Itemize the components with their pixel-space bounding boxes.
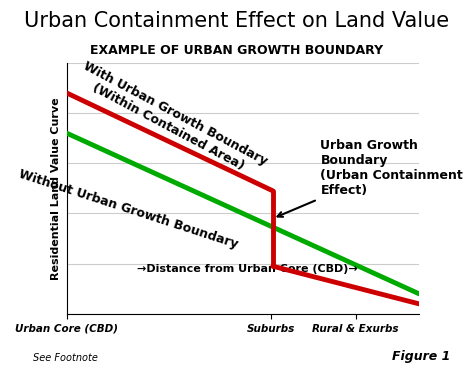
Text: Without Urban Growth Boundary: Without Urban Growth Boundary bbox=[17, 168, 239, 251]
Text: Figure 1: Figure 1 bbox=[392, 350, 450, 363]
Text: With Urban Growth Boundary
(Within Contained Area): With Urban Growth Boundary (Within Conta… bbox=[74, 60, 270, 182]
Text: Urban Growth
Boundary
(Urban Containment
Effect): Urban Growth Boundary (Urban Containment… bbox=[277, 139, 463, 217]
Text: →Distance from Urban Core (CBD)→: →Distance from Urban Core (CBD)→ bbox=[137, 264, 358, 274]
Text: EXAMPLE OF URBAN GROWTH BOUNDARY: EXAMPLE OF URBAN GROWTH BOUNDARY bbox=[91, 44, 383, 57]
Y-axis label: Residential Land Value Curve: Residential Land Value Curve bbox=[51, 97, 61, 280]
Text: Urban Containment Effect on Land Value: Urban Containment Effect on Land Value bbox=[25, 11, 449, 31]
Text: See Footnote: See Footnote bbox=[33, 353, 98, 363]
